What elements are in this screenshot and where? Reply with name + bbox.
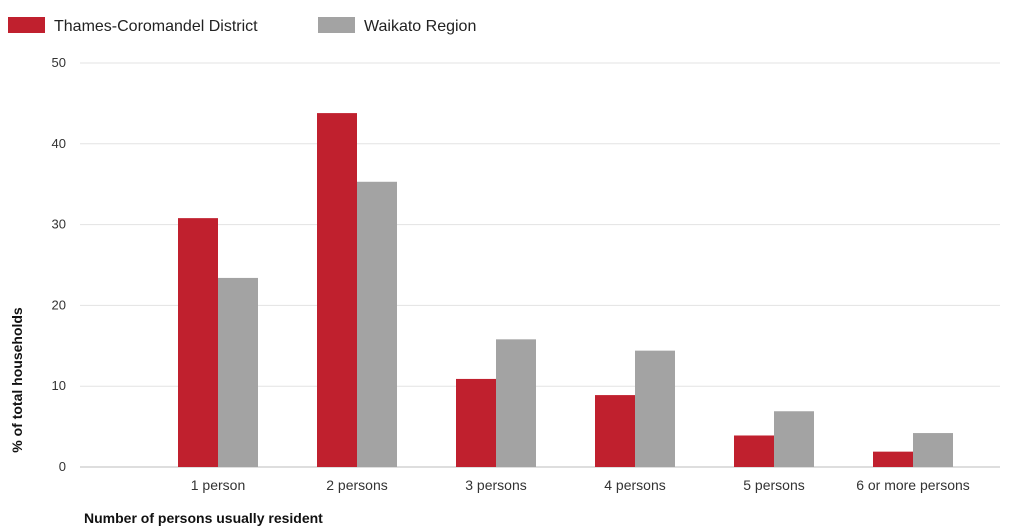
y-tick-label: 50 xyxy=(52,55,66,70)
x-tick-label: 2 persons xyxy=(326,477,387,493)
x-tick-label: 1 person xyxy=(191,477,245,493)
legend-label: Thames-Coromandel District xyxy=(54,18,258,35)
y-axis-ticks: 0 10 20 30 40 50 xyxy=(52,55,66,474)
x-tick-label: 5 persons xyxy=(743,477,804,493)
x-axis-ticks: 1 person 2 persons 3 persons 4 persons 5 per… xyxy=(191,477,970,493)
bar-thames-coromandel-3 xyxy=(456,378,496,467)
bar-thames-coromandel-2 xyxy=(317,113,357,467)
bar-thames-coromandel-1 xyxy=(178,218,218,467)
bars xyxy=(178,113,953,467)
y-tick-label: 10 xyxy=(52,378,66,393)
bar-waikato-6 xyxy=(913,433,953,467)
bar-waikato-4 xyxy=(635,350,675,467)
y-axis-title: % of total households xyxy=(9,307,25,453)
x-tick-label: 4 persons xyxy=(604,477,665,493)
x-tick-label: 6 or more persons xyxy=(856,477,970,493)
x-tick-label: 3 persons xyxy=(465,477,526,493)
bar-waikato-3 xyxy=(496,339,536,467)
bar-thames-coromandel-5 xyxy=(734,435,774,467)
y-tick-label: 40 xyxy=(52,136,66,151)
legend-swatch xyxy=(318,17,355,33)
legend: Thames-Coromandel District Waikato Region xyxy=(8,17,476,35)
bar-thames-coromandel-4 xyxy=(595,395,635,467)
bar-waikato-2 xyxy=(357,181,397,467)
y-tick-label: 0 xyxy=(59,459,66,474)
bar-waikato-1 xyxy=(218,277,258,467)
y-tick-label: 20 xyxy=(52,297,66,312)
y-tick-label: 30 xyxy=(52,217,66,232)
bar-thames-coromandel-6 xyxy=(873,451,913,467)
bar-waikato-5 xyxy=(774,411,814,467)
x-axis-title: Number of persons usually resident xyxy=(84,510,323,526)
legend-swatch xyxy=(8,17,45,33)
legend-label: Waikato Region xyxy=(364,18,476,35)
